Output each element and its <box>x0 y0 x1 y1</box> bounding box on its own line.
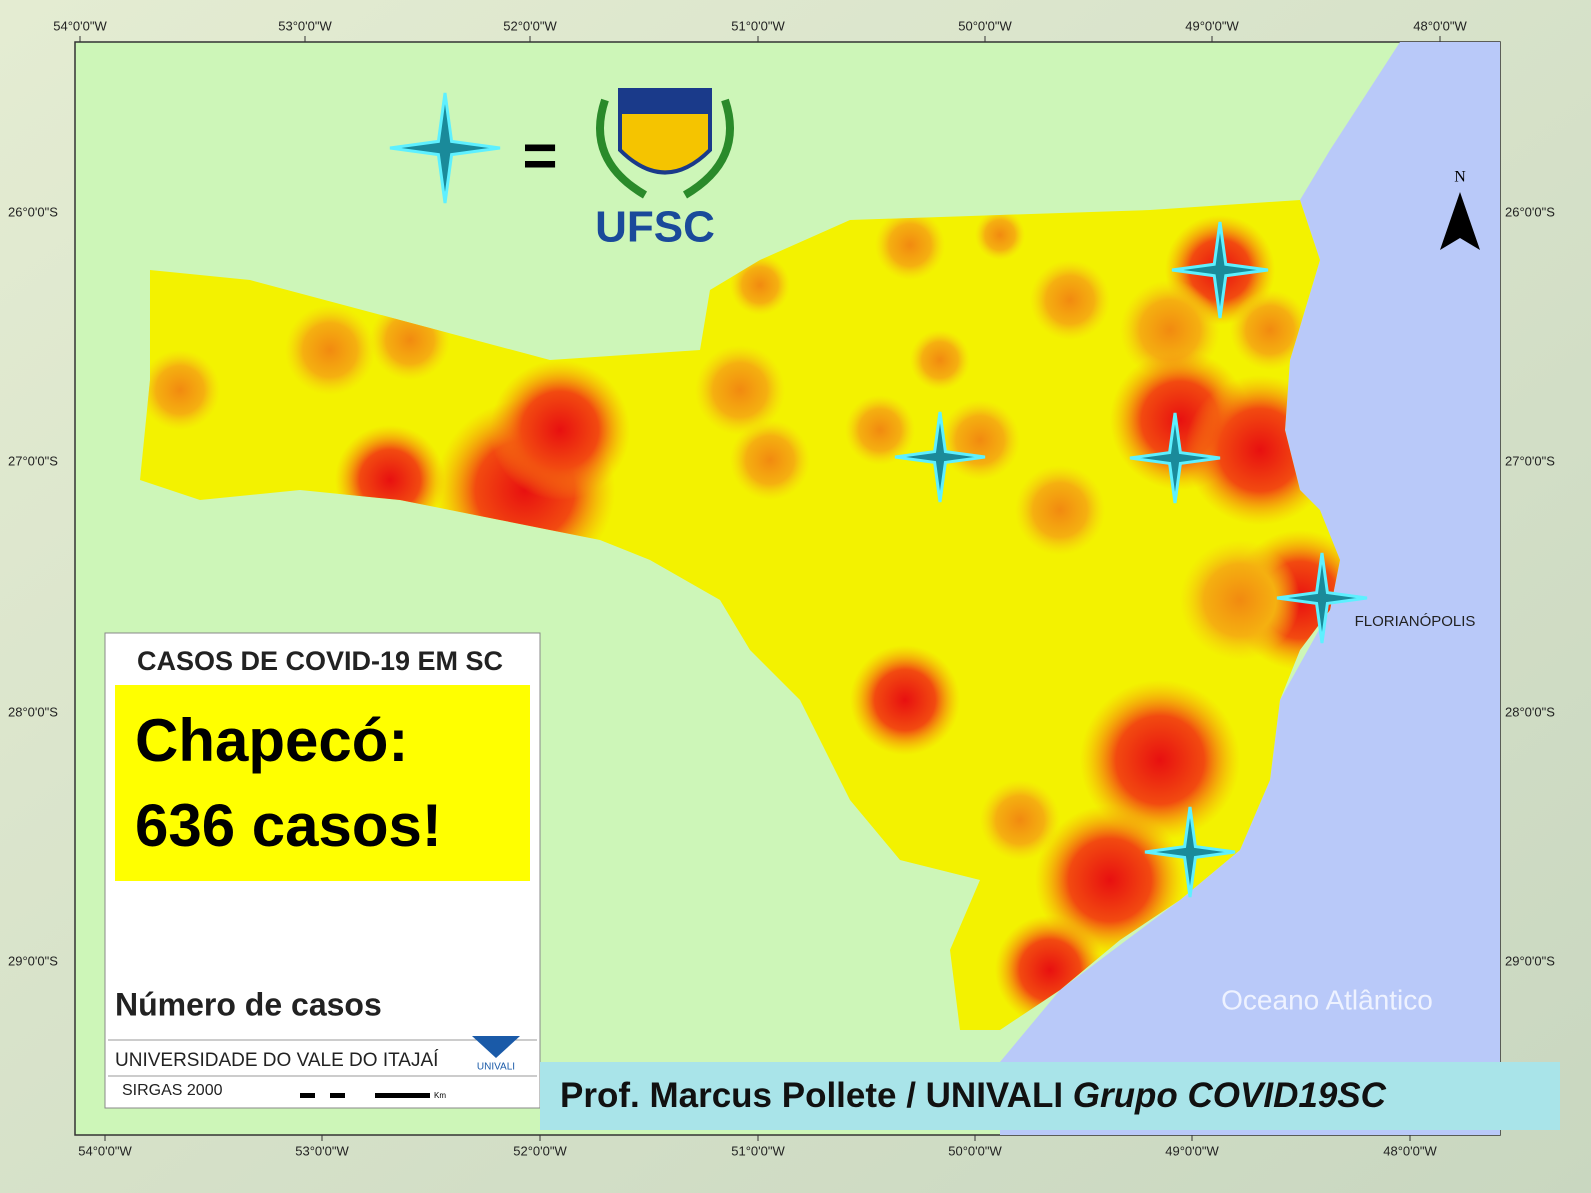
highlight-line: 636 casos! <box>135 792 442 859</box>
north-arrow <box>1440 192 1480 250</box>
hotspot <box>850 645 960 755</box>
north-label: N <box>1454 169 1466 186</box>
latitude-label: 27°0'0"S <box>8 453 58 468</box>
latitude-label: 29°0'0"S <box>1505 953 1555 968</box>
hotspot <box>1180 540 1300 660</box>
datum: SIRGAS 2000 <box>122 1082 223 1099</box>
credit-group: Grupo COVID19SC <box>1073 1076 1387 1115</box>
institution: UNIVERSIDADE DO VALE DO ITAJAÍ <box>115 1050 439 1071</box>
credit-author: Prof. Marcus Pollete / UNIVALI <box>560 1076 1063 1115</box>
longitude-label: 49°0'0"W <box>1165 1143 1219 1158</box>
longitude-label: 50°0'0"W <box>948 1143 1002 1158</box>
scale-bar-segment <box>345 1093 375 1098</box>
ocean-label: Oceano Atlântico <box>1221 984 1433 1015</box>
hotspot <box>910 330 970 390</box>
ufsc-star <box>1129 412 1221 504</box>
hotspot <box>1080 680 1240 840</box>
hotspot <box>730 255 790 315</box>
hotspot <box>490 360 630 500</box>
hotspot <box>845 395 915 465</box>
latitude-label: 28°0'0"S <box>8 704 58 719</box>
univali-logo <box>472 1036 520 1058</box>
ufsc-star <box>894 411 986 503</box>
ocean <box>1000 42 1500 1135</box>
latitude-label: 28°0'0"S <box>1505 704 1555 719</box>
credit-strip <box>540 1062 1560 1130</box>
equals: = <box>522 122 557 189</box>
hotspot <box>285 305 375 395</box>
hotspot <box>975 210 1025 260</box>
longitude-label: 52°0'0"W <box>503 18 557 33</box>
ufsc-star <box>1144 806 1236 898</box>
hotspot <box>140 350 220 430</box>
univali-logo-text: UNIVALI <box>477 1062 515 1073</box>
longitude-label: 53°0'0"W <box>278 18 332 33</box>
longitude-label: 54°0'0"W <box>78 1143 132 1158</box>
hotspot <box>1230 290 1310 370</box>
legend-heading: Número de casos <box>115 986 382 1022</box>
city-label: FLORIANÓPOLIS <box>1355 613 1476 630</box>
ufsc-logo-text: UFSC <box>595 203 715 252</box>
longitude-label: 51°0'0"W <box>731 18 785 33</box>
longitude-label: 53°0'0"W <box>295 1143 349 1158</box>
coordinates: 54°0'0"W 53°0'0"W 52°0'0"W 51°0'0"W 50°0'0"W… <box>8 18 1555 1158</box>
ufsc-stars <box>389 92 1368 898</box>
ufsc-star <box>1171 221 1269 319</box>
ufsc-shield-top <box>622 92 708 114</box>
hotspot <box>730 420 810 500</box>
latitude-label: 26°0'0"S <box>8 204 58 219</box>
scale-bar-segment <box>315 1093 330 1098</box>
ufsc-star <box>389 92 501 204</box>
highlight-box <box>115 685 530 881</box>
latitude-label: 29°0'0"S <box>8 953 58 968</box>
hotspot <box>1035 805 1185 955</box>
longitude-label: 52°0'0"W <box>513 1143 567 1158</box>
longitude-label: 50°0'0"W <box>958 18 1012 33</box>
longitude-label: 48°0'0"W <box>1413 18 1467 33</box>
hotspot <box>940 400 1020 480</box>
hotspot <box>1030 260 1110 340</box>
latitude-label: 26°0'0"S <box>1505 204 1555 219</box>
hotspot <box>980 780 1060 860</box>
longitude-label: 49°0'0"W <box>1185 18 1239 33</box>
hotspot <box>695 345 785 435</box>
credit: Prof. Marcus Pollete / UNIVALI Grupo COV… <box>560 1076 1387 1115</box>
hotspot <box>875 210 945 280</box>
ufsc-laurel <box>596 98 734 199</box>
highlight-line: Chapecó: <box>135 707 408 774</box>
ufsc-star <box>1276 552 1368 644</box>
hotspot <box>1015 465 1105 555</box>
latitude-label: 27°0'0"S <box>1505 453 1555 468</box>
legend-title: CASOS DE COVID-19 EM SC <box>137 646 503 676</box>
scale-unit: Km <box>434 1091 446 1100</box>
longitude-label: 54°0'0"W <box>53 18 107 33</box>
longitude-label: 51°0'0"W <box>731 1143 785 1158</box>
longitude-label: 48°0'0"W <box>1383 1143 1437 1158</box>
